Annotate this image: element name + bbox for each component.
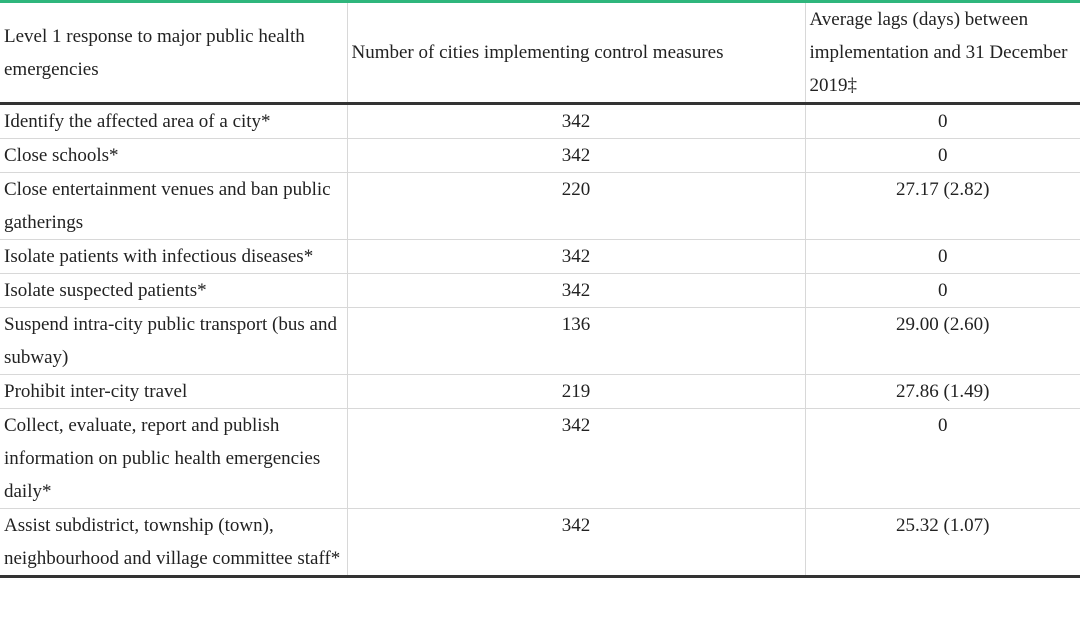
value-cell: 0 — [804, 273, 1080, 308]
value-cell: 219 — [346, 374, 805, 409]
measure-cell: Assist subdistrict, township (town), nei… — [0, 508, 347, 577]
measure-cell: Isolate patients with infectious disease… — [0, 239, 347, 274]
measure-cell: Close schools* — [0, 138, 347, 173]
table-row: Suspend intra-city public transport (bus… — [0, 307, 1080, 375]
header-cell: Average lags (days) between implementati… — [804, 1, 1080, 105]
header-row: Level 1 response to major public health … — [0, 1, 1080, 105]
table-row: Close schools* 342 0 — [0, 138, 1080, 173]
value-cell: 342 — [346, 408, 805, 509]
measure-cell: Collect, evaluate, report and publish in… — [0, 408, 347, 509]
value-cell: 220 — [346, 172, 805, 240]
value-cell: 27.86 (1.49) — [804, 374, 1080, 409]
measure-cell: Close entertainment venues and ban publi… — [0, 172, 347, 240]
value-cell: 0 — [804, 239, 1080, 274]
header-cell: Level 1 response to major public health … — [0, 1, 347, 105]
table-row: Assist subdistrict, township (town), nei… — [0, 508, 1080, 577]
measure-cell: Suspend intra-city public transport (bus… — [0, 307, 347, 375]
measure-cell: Identify the affected area of a city* — [0, 103, 347, 139]
table-row: Isolate patients with infectious disease… — [0, 239, 1080, 274]
table-body: Identify the affected area of a city* 342… — [0, 103, 1080, 577]
table-header: Level 1 response to major public health … — [0, 1, 1080, 105]
table: Level 1 response to major public health … — [0, 0, 1080, 578]
measure-cell: Isolate suspected patients* — [0, 273, 347, 308]
table-row: Close entertainment venues and ban publi… — [0, 172, 1080, 240]
value-cell: 0 — [804, 103, 1080, 139]
header-cell: Number of cities implementing control me… — [346, 1, 805, 105]
value-cell: 25.32 (1.07) — [804, 508, 1080, 577]
value-cell: 342 — [346, 239, 805, 274]
table-row: Collect, evaluate, report and publish in… — [0, 408, 1080, 509]
value-cell: 27.17 (2.82) — [804, 172, 1080, 240]
value-cell: 0 — [804, 408, 1080, 509]
table-row: Isolate suspected patients* 342 0 — [0, 273, 1080, 308]
value-cell: 342 — [346, 273, 805, 308]
table-row: Identify the affected area of a city* 342… — [0, 103, 1080, 139]
measure-cell: Prohibit inter-city travel — [0, 374, 347, 409]
value-cell: 342 — [346, 508, 805, 577]
value-cell: 136 — [346, 307, 805, 375]
value-cell: 342 — [346, 103, 805, 139]
value-cell: 342 — [346, 138, 805, 173]
table-row: Prohibit inter-city travel 219 27.86 (1.49… — [0, 374, 1080, 409]
value-cell: 0 — [804, 138, 1080, 173]
value-cell: 29.00 (2.60) — [804, 307, 1080, 375]
